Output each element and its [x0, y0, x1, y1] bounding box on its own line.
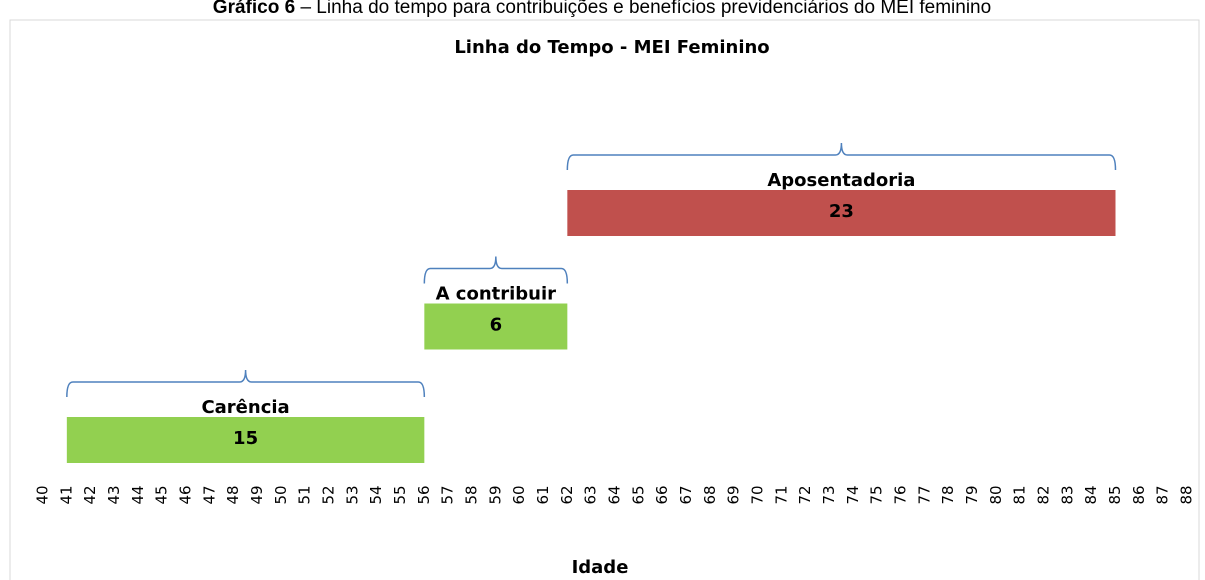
x-tick-label: 84: [1082, 485, 1100, 504]
x-tick-label: 68: [701, 485, 719, 504]
x-tick-label: 82: [1035, 485, 1053, 504]
x-tick-label: 48: [224, 485, 242, 504]
x-tick-label: 87: [1154, 485, 1172, 504]
x-tick-label: 51: [296, 485, 314, 504]
x-tick-label: 64: [606, 485, 624, 504]
x-tick-label: 86: [1130, 485, 1148, 504]
x-tick-label: 45: [153, 485, 171, 504]
x-tick-label: 65: [629, 485, 647, 504]
bar: [66, 417, 425, 463]
x-tick-label: 73: [820, 485, 838, 504]
x-tick-label: 43: [105, 485, 123, 504]
x-tick-label: 59: [486, 485, 504, 504]
chart-title: Linha do Tempo - MEI Feminino: [454, 37, 769, 58]
x-tick-label: 46: [177, 485, 195, 504]
x-tick-label: 80: [987, 485, 1005, 504]
x-tick-label: 49: [248, 485, 266, 504]
bar: [424, 303, 568, 350]
x-tick-label: 77: [915, 485, 933, 504]
x-tick-label: 42: [81, 485, 99, 504]
x-tick-label: 50: [272, 485, 290, 504]
x-tick-label: 54: [367, 485, 385, 504]
bracket: [66, 369, 426, 398]
x-tick-label: 60: [510, 485, 528, 504]
x-tick-label: 40: [34, 485, 52, 504]
caption: Gráfico 6 – Linha do tempo para contribu…: [213, 0, 991, 18]
x-tick-label: 71: [772, 485, 790, 504]
caption-text: – Linha do tempo para contribuições e be…: [300, 0, 991, 18]
x-tick-label: 52: [320, 485, 338, 504]
x-tick-label: 61: [534, 485, 552, 504]
bracket: [566, 142, 1117, 171]
x-tick-label: 83: [1058, 485, 1076, 504]
x-tick-label: 69: [725, 485, 743, 504]
x-tick-label: 44: [129, 485, 147, 504]
x-tick-label: 79: [963, 485, 981, 504]
bar: [567, 190, 1116, 236]
x-tick-label: 63: [582, 485, 600, 504]
x-tick-label: 56: [415, 485, 433, 504]
x-tick-label: 53: [343, 485, 361, 504]
bar-value-label: 6: [490, 315, 503, 336]
bracket: [423, 256, 569, 284]
bar-category-label: Carência: [201, 397, 289, 418]
x-tick-label: 85: [1106, 485, 1124, 504]
chart-area: [9, 19, 1200, 580]
x-tick-label: 78: [939, 485, 957, 504]
bar-value-label: 15: [233, 428, 258, 449]
x-tick-label: 88: [1178, 485, 1196, 504]
x-tick-label: 76: [892, 485, 910, 504]
x-tick-label: 62: [558, 485, 576, 504]
x-axis-label: Idade: [572, 557, 629, 578]
x-tick-label: 72: [796, 485, 814, 504]
x-tick-label: 57: [439, 485, 457, 504]
bar-category-label: A contribuir: [436, 284, 557, 305]
x-tick-label: 55: [391, 485, 409, 504]
x-tick-label: 67: [677, 485, 695, 504]
x-tick-label: 47: [200, 485, 218, 504]
x-tick-label: 41: [57, 485, 75, 504]
caption-label: Gráfico 6: [213, 0, 295, 18]
x-tick-label: 66: [653, 485, 671, 504]
x-tick-label: 58: [463, 485, 481, 504]
x-tick-label: 81: [1011, 485, 1029, 504]
bar-value-label: 23: [829, 201, 854, 222]
bar-category-label: Aposentadoria: [767, 170, 915, 191]
x-tick-label: 70: [749, 485, 767, 504]
x-tick-label: 75: [868, 485, 886, 504]
x-tick-label: 74: [844, 485, 862, 504]
